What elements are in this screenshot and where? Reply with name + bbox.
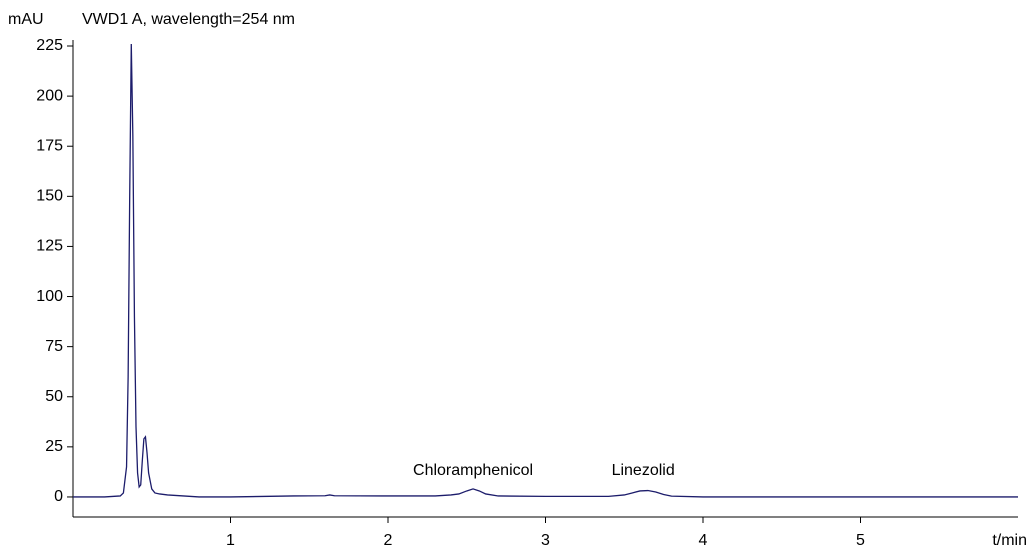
peak-label: Linezolid [612,462,675,479]
y-tick-label: 75 [45,338,63,355]
trace [73,43,1018,498]
y-tick-label: 100 [36,288,63,305]
y-tick-label: 50 [45,388,63,405]
x-tick-label: 1 [226,532,235,549]
x-tick-label: 2 [384,532,393,549]
x-tick-label: 4 [699,532,708,549]
peak-label: Chloramphenicol [413,462,533,479]
y-tick-label: 200 [36,87,63,104]
y-tick-label: 25 [45,438,63,455]
y-tick-label: 175 [36,137,63,154]
y-tick-label: 0 [54,488,63,505]
x-axis-label: t/min [992,532,1027,549]
x-tick-label: 5 [856,532,865,549]
x-tick-label: 3 [541,532,550,549]
y-tick-label: 150 [36,188,63,205]
chart-title: VWD1 A, wavelength=254 nm [82,11,295,28]
y-tick-label: 225 [36,37,63,54]
y-tick-label: 125 [36,238,63,255]
y-axis-label: mAU [8,11,44,28]
